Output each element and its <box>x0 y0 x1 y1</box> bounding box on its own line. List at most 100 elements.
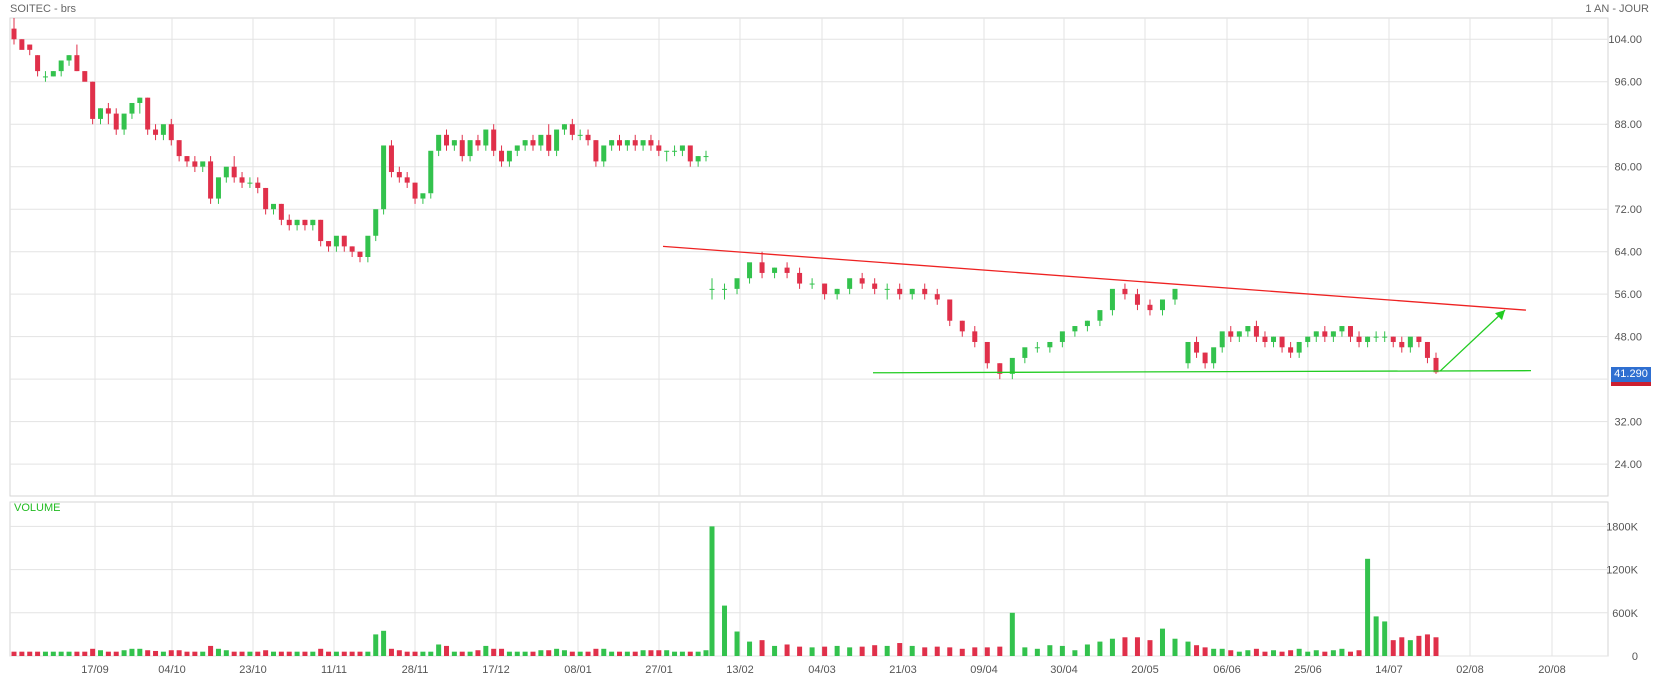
volume-bar <box>922 647 928 656</box>
price-panel <box>9 17 1609 497</box>
candle <box>27 44 33 50</box>
volume-bar <box>271 651 276 656</box>
candle <box>772 267 778 273</box>
volume-bar <box>1034 648 1040 656</box>
candle <box>632 140 638 146</box>
volume-bar <box>695 651 701 656</box>
candle <box>459 140 465 157</box>
volume-bar <box>74 651 80 656</box>
volume-bar <box>687 651 693 656</box>
candle <box>1194 341 1200 353</box>
candle <box>834 288 840 295</box>
volume-bar <box>1365 558 1371 656</box>
x-tick-label: 06/06 <box>1213 664 1241 676</box>
volume-bar <box>381 630 387 656</box>
candle <box>872 283 878 289</box>
volume-bar <box>1236 651 1242 656</box>
candle <box>420 193 426 199</box>
volume-bar <box>1399 637 1405 656</box>
volume-bar <box>145 650 151 656</box>
candle <box>208 161 214 199</box>
candle <box>922 288 928 295</box>
volume-bar <box>1279 651 1285 656</box>
volume-bar <box>1159 628 1165 656</box>
y-tick-label: 56.00 <box>1614 289 1642 301</box>
candle <box>514 145 520 151</box>
volume-bar <box>784 644 790 656</box>
volume-bar <box>1228 650 1234 656</box>
y-tick-label: 48.00 <box>1614 332 1642 344</box>
candle <box>467 140 473 157</box>
volume-tick-label: 0 <box>1632 651 1638 663</box>
volume-bar <box>514 651 520 656</box>
candle <box>1219 331 1225 348</box>
volume-bar <box>538 650 544 656</box>
candle <box>1424 341 1430 358</box>
volume-bar <box>357 651 363 656</box>
volume-bar <box>475 650 481 656</box>
volume-bar <box>897 643 903 656</box>
candle <box>897 288 903 295</box>
period-selector[interactable]: 1 AN - JOUR <box>1585 3 1649 15</box>
volume-bar <box>1072 650 1078 656</box>
candle <box>747 262 753 279</box>
volume-bar <box>617 651 622 656</box>
volume-bar <box>1253 648 1259 656</box>
candle <box>1211 347 1217 364</box>
volume-bar <box>129 648 135 656</box>
last-price-badge: 41.290 <box>1611 367 1651 382</box>
y-tick-label: 96.00 <box>1614 77 1642 89</box>
candle <box>176 140 182 157</box>
volume-bar <box>648 650 654 656</box>
y-tick-label: 88.00 <box>1614 119 1642 131</box>
candle <box>1172 288 1178 300</box>
candle <box>1271 336 1277 342</box>
candle <box>1159 299 1165 311</box>
candle <box>561 124 567 130</box>
candle <box>412 182 418 199</box>
volume-bar <box>1211 648 1217 656</box>
candle <box>373 209 379 236</box>
candle <box>11 28 17 40</box>
candle <box>396 172 402 178</box>
candle <box>1288 347 1294 353</box>
volume-bar <box>247 651 253 656</box>
volume-bar <box>1330 650 1336 656</box>
volume-bar <box>1047 645 1053 656</box>
volume-bar <box>200 651 206 656</box>
candle <box>947 299 953 321</box>
volume-bar <box>412 651 418 656</box>
volume-bar <box>286 651 292 656</box>
volume-bar <box>66 651 72 656</box>
candle <box>1228 331 1234 337</box>
candle <box>709 288 715 290</box>
candle <box>809 283 815 285</box>
candle <box>1059 331 1065 342</box>
candle <box>1416 336 1422 342</box>
candle <box>959 320 965 332</box>
candle <box>499 150 505 162</box>
candle <box>231 166 237 178</box>
volume-bar <box>113 651 119 656</box>
volume-bar <box>672 651 678 656</box>
candle <box>972 331 978 342</box>
x-tick-label: 28/11 <box>402 664 429 676</box>
volume-bar <box>278 651 284 656</box>
volume-bar <box>1097 641 1103 656</box>
candle <box>333 235 339 247</box>
candle <box>239 177 245 183</box>
volume-bar <box>365 651 371 656</box>
volume-bar <box>404 651 410 656</box>
candle <box>341 235 347 247</box>
volume-bar <box>499 648 505 656</box>
volume-bar <box>1407 640 1413 656</box>
candle <box>145 97 151 130</box>
volume-bar <box>1382 621 1388 656</box>
candle <box>1322 331 1328 337</box>
candle <box>286 219 292 226</box>
volume-bar <box>640 650 646 656</box>
volume-bar <box>1288 650 1294 656</box>
volume-bar <box>333 651 339 656</box>
candle <box>1185 341 1191 364</box>
